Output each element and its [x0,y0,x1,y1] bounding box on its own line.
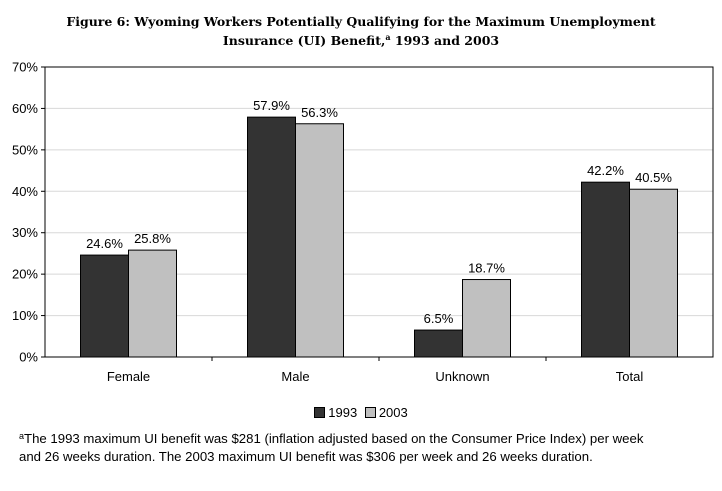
x-category-label: Total [616,369,644,384]
data-label: 24.6% [86,236,123,251]
y-tick-label: 60% [12,101,38,116]
legend-swatch-1993 [314,407,326,418]
footnote-marker: a [19,431,25,441]
x-category-label: Male [281,369,309,384]
data-label: 56.3% [301,105,338,120]
legend-item-2003: 2003 [364,405,408,420]
chart-title-footnote-marker: a [385,32,391,42]
y-tick-label: 0% [19,350,38,365]
data-label: 40.5% [635,170,672,185]
data-label: 25.8% [134,231,171,246]
bar-1993-male [247,116,296,358]
bar-1993-total [581,181,630,358]
y-tick-label: 70% [12,60,38,75]
chart-title: Figure 6: Wyoming Workers Potentially Qu… [0,12,722,50]
x-category-label: Female [107,369,150,384]
chart-title-line-1: Figure 6: Wyoming Workers Potentially Qu… [66,14,656,29]
footnote-line-1: aThe 1993 maximum UI benefit was $281 (i… [19,430,709,448]
y-tick-label: 10% [12,308,38,323]
y-tick-label: 20% [12,267,38,282]
y-tick-label: 30% [12,225,38,240]
chart-title-line-2-text: Insurance (UI) Benefit, [222,33,386,48]
data-label: 57.9% [253,98,290,113]
bar-2003-male [295,123,344,358]
bar-1993-unknown [414,329,463,358]
legend: 1993 2003 [0,405,722,421]
legend-label-1993: 1993 [328,405,358,420]
chart-title-line-2-years: 1993 and 2003 [390,33,500,48]
y-tick-label: 50% [12,142,38,157]
bar-2003-unknown [462,279,511,358]
footnote-line-1-text: The 1993 maximum UI benefit was $281 (in… [24,431,644,446]
data-label: 42.2% [587,163,624,178]
footnote: aThe 1993 maximum UI benefit was $281 (i… [19,430,709,466]
legend-item-1993: 1993 [314,405,357,420]
chart-title-line-2: Insurance (UI) Benefit,a 1993 and 2003 [0,31,722,50]
bar-2003-female [128,249,177,358]
x-category-label: Unknown [435,369,489,384]
bar-2003-total [629,188,678,358]
y-tick-label: 40% [12,184,38,199]
footnote-line-2: and 26 weeks duration. The 2003 maximum … [19,449,593,464]
bar-1993-female [80,254,129,358]
legend-swatch-2003 [364,407,376,418]
data-label: 6.5% [424,311,454,326]
legend-label-2003: 2003 [378,405,408,420]
data-label: 18.7% [468,261,505,276]
bar-chart: 0% 10% 20% 30% 40% 50% 60% 70% 24.6% 25.8% Female 5… [12,60,714,384]
